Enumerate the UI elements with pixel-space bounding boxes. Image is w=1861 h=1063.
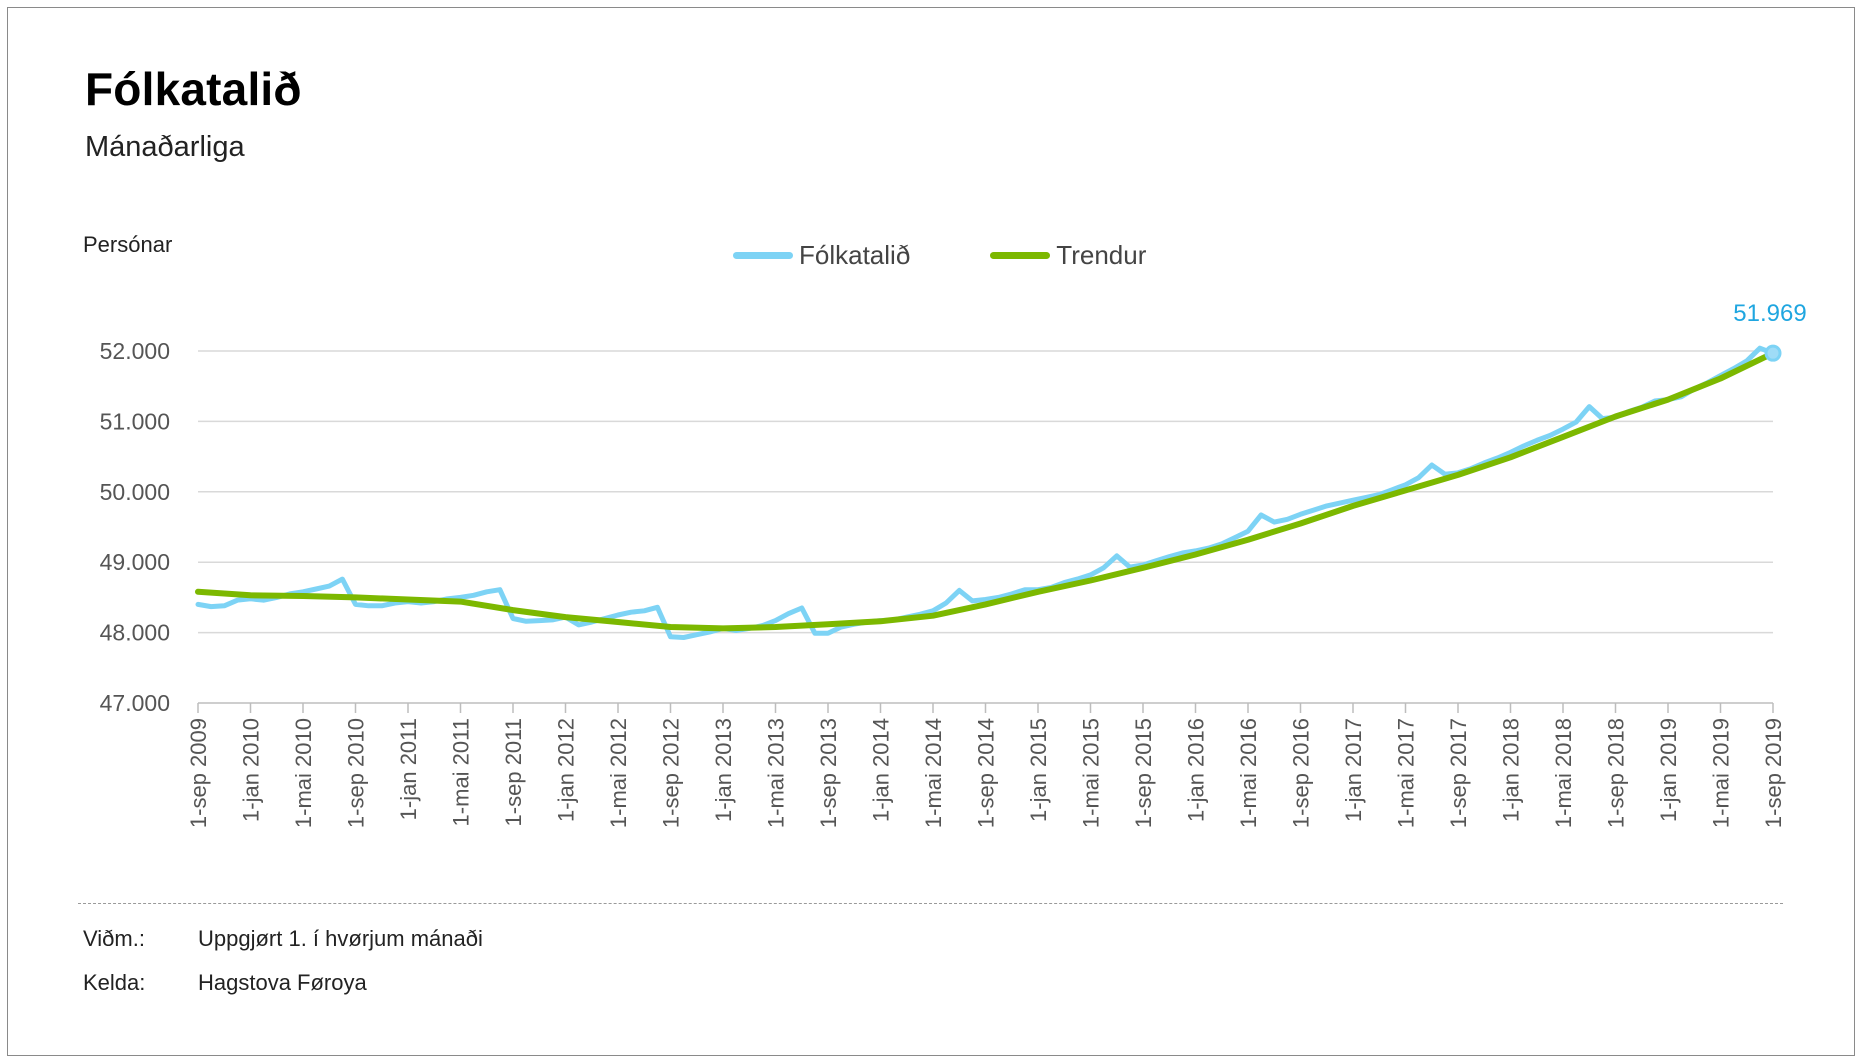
x-tick-label: 1-jan 2010 — [239, 718, 264, 822]
x-tick-label: 1-sep 2010 — [344, 718, 369, 828]
x-tick-label: 1-jan 2018 — [1499, 718, 1524, 822]
x-tick-label: 1-jan 2019 — [1656, 718, 1681, 822]
note-key-source: Kelda: — [83, 970, 146, 995]
legend-label-trendur: Trendur — [1056, 239, 1147, 270]
note-value-basis: Uppgjørt 1. í hvørjum mánaði — [198, 926, 483, 951]
legend-item-folkatalid[interactable]: Fólkatalið — [733, 240, 910, 271]
x-tick-label: 1-sep 2014 — [974, 718, 999, 828]
legend-swatch-folkatalid — [733, 251, 793, 259]
x-tick-label: 1-mai 2010 — [291, 718, 316, 828]
x-tick-label: 1-sep 2015 — [1131, 718, 1156, 828]
x-tick-label: 1-jan 2013 — [711, 718, 736, 822]
x-tick-label: 1-mai 2019 — [1709, 718, 1734, 828]
y-tick-label: 50.000 — [100, 479, 170, 505]
chart-subtitle: Mánaðarliga — [85, 131, 245, 163]
x-tick-label: 1-sep 2016 — [1289, 718, 1314, 828]
y-tick-label: 51.000 — [100, 408, 170, 434]
x-tick-label: 1-mai 2013 — [764, 718, 789, 828]
x-tick-label: 1-jan 2017 — [1341, 718, 1366, 822]
x-tick-label: 1-jan 2016 — [1184, 718, 1209, 822]
x-tick-label: 1-sep 2012 — [659, 718, 684, 828]
x-tick-label: 1-mai 2016 — [1236, 718, 1261, 828]
x-tick-label: 1-sep 2011 — [501, 718, 526, 826]
series-line-trendur — [195, 350, 1776, 632]
chart-title: Fólkatalið — [85, 63, 302, 115]
y-tick-label: 49.000 — [100, 549, 170, 575]
x-tick-label: 1-mai 2014 — [921, 718, 946, 828]
y-tick-label: 52.000 — [100, 338, 170, 364]
x-axis: 1-sep 2009 1-jan 2010 1-mai 2010 1-sep 2010… — [186, 702, 1786, 828]
grid-lines — [198, 350, 1773, 634]
x-tick-label: 1-sep 2013 — [816, 718, 841, 828]
x-tick-label: 1-jan 2011 — [396, 718, 421, 820]
x-tick-label: 1-mai 2012 — [606, 718, 631, 828]
series-lines — [195, 345, 1776, 640]
series-line-folkatalid — [195, 345, 1776, 640]
x-tick-label: 1-sep 2017 — [1446, 718, 1471, 828]
note-key-basis: Viðm.: — [83, 926, 145, 951]
last-value-label: 51.969 — [1733, 300, 1806, 327]
y-tick-label: 47.000 — [100, 690, 170, 716]
legend-label-folkatalid: Fólkatalið — [799, 239, 911, 270]
note-row-basis: Viðm.: Uppgjørt 1. í hvørjum mánaði — [83, 926, 483, 970]
x-tick-label: 1-sep 2009 — [186, 718, 211, 828]
note-row-source: Kelda: Hagstova Føroya — [83, 970, 483, 1014]
chart-notes: Viðm.: Uppgjørt 1. í hvørjum mánaði Keld… — [83, 926, 483, 1014]
x-tick-label: 1-jan 2015 — [1026, 718, 1051, 822]
y-tick-label: 48.000 — [100, 620, 170, 646]
chart-frame — [7, 7, 1855, 1056]
x-tick-label: 1-mai 2015 — [1079, 718, 1104, 828]
footer-divider — [78, 903, 1783, 904]
y-axis-ticks: 47.000 48.000 49.000 50.000 51.000 52.000 — [100, 338, 170, 716]
x-tick-label: 1-mai 2018 — [1551, 718, 1576, 828]
last-value-marker-group: 51.969 — [1733, 300, 1807, 362]
note-value-source: Hagstova Føroya — [198, 970, 367, 995]
legend-item-trendur[interactable]: Trendur — [990, 240, 1146, 271]
x-tick-label: 1-sep 2019 — [1761, 718, 1786, 828]
x-tick-label: 1-mai 2011 — [449, 718, 474, 826]
y-axis-unit-label: Persónar — [83, 232, 173, 257]
chart-legend: Fólkatalið Trendur — [733, 238, 1226, 272]
x-tick-label: 1-jan 2014 — [869, 718, 894, 822]
legend-swatch-trendur — [990, 251, 1051, 259]
x-tick-label: 1-jan 2012 — [554, 718, 579, 822]
last-value-marker — [1764, 344, 1782, 362]
x-tick-label: 1-mai 2017 — [1394, 718, 1419, 828]
x-tick-label: 1-sep 2018 — [1604, 718, 1629, 828]
